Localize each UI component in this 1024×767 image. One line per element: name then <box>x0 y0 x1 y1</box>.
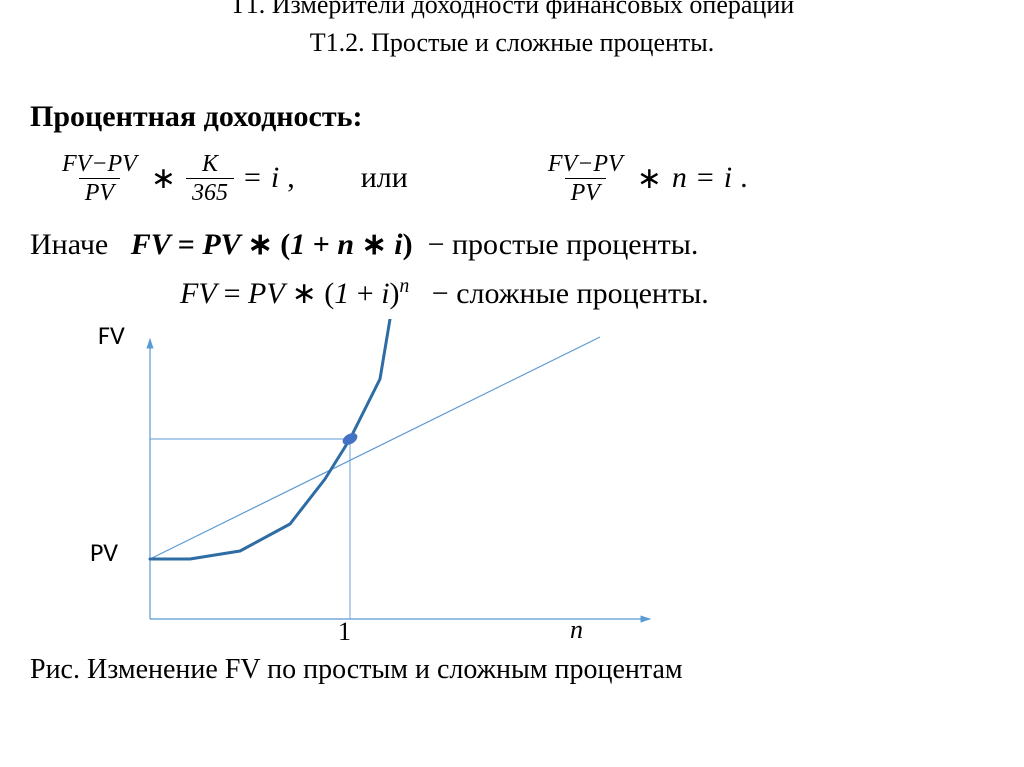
formula-row-1: FV−PV PV ∗ K 365 = i, или FV−PV PV ∗ n =… <box>58 152 994 205</box>
formula-compound-interest: FV = PV ∗ (1 + i)n − сложные проценты. <box>30 276 994 311</box>
formula-simple-interest: Иначе FV = PV ∗ (1 + n ∗ i) − простые пр… <box>30 227 994 262</box>
figure-caption: Рис. Изменение FV по простым и сложным п… <box>30 654 994 686</box>
fv-chart: FV PV 1 n <box>90 319 690 654</box>
connector-or: или <box>361 161 408 195</box>
title-line-2: Т1.2. Простые и сложные проценты. <box>30 26 994 60</box>
fraction-1: FV−PV PV <box>58 152 141 205</box>
pv-label: PV <box>90 536 118 568</box>
fraction-3: FV−PV PV <box>544 152 627 205</box>
slide-title: Т1. Измерители доходности финансовых опе… <box>30 0 994 60</box>
section-heading: Процентная доходность: <box>30 100 994 134</box>
y-axis-label: FV <box>98 319 125 351</box>
x-tick-1: 1 <box>338 617 351 647</box>
simple-line <box>150 337 600 559</box>
x-axis-label: n <box>570 615 583 645</box>
title-line-1: Т1. Измерители доходности финансовых опе… <box>30 0 994 22</box>
fraction-2: K 365 <box>186 152 234 205</box>
chart-svg <box>90 319 690 654</box>
